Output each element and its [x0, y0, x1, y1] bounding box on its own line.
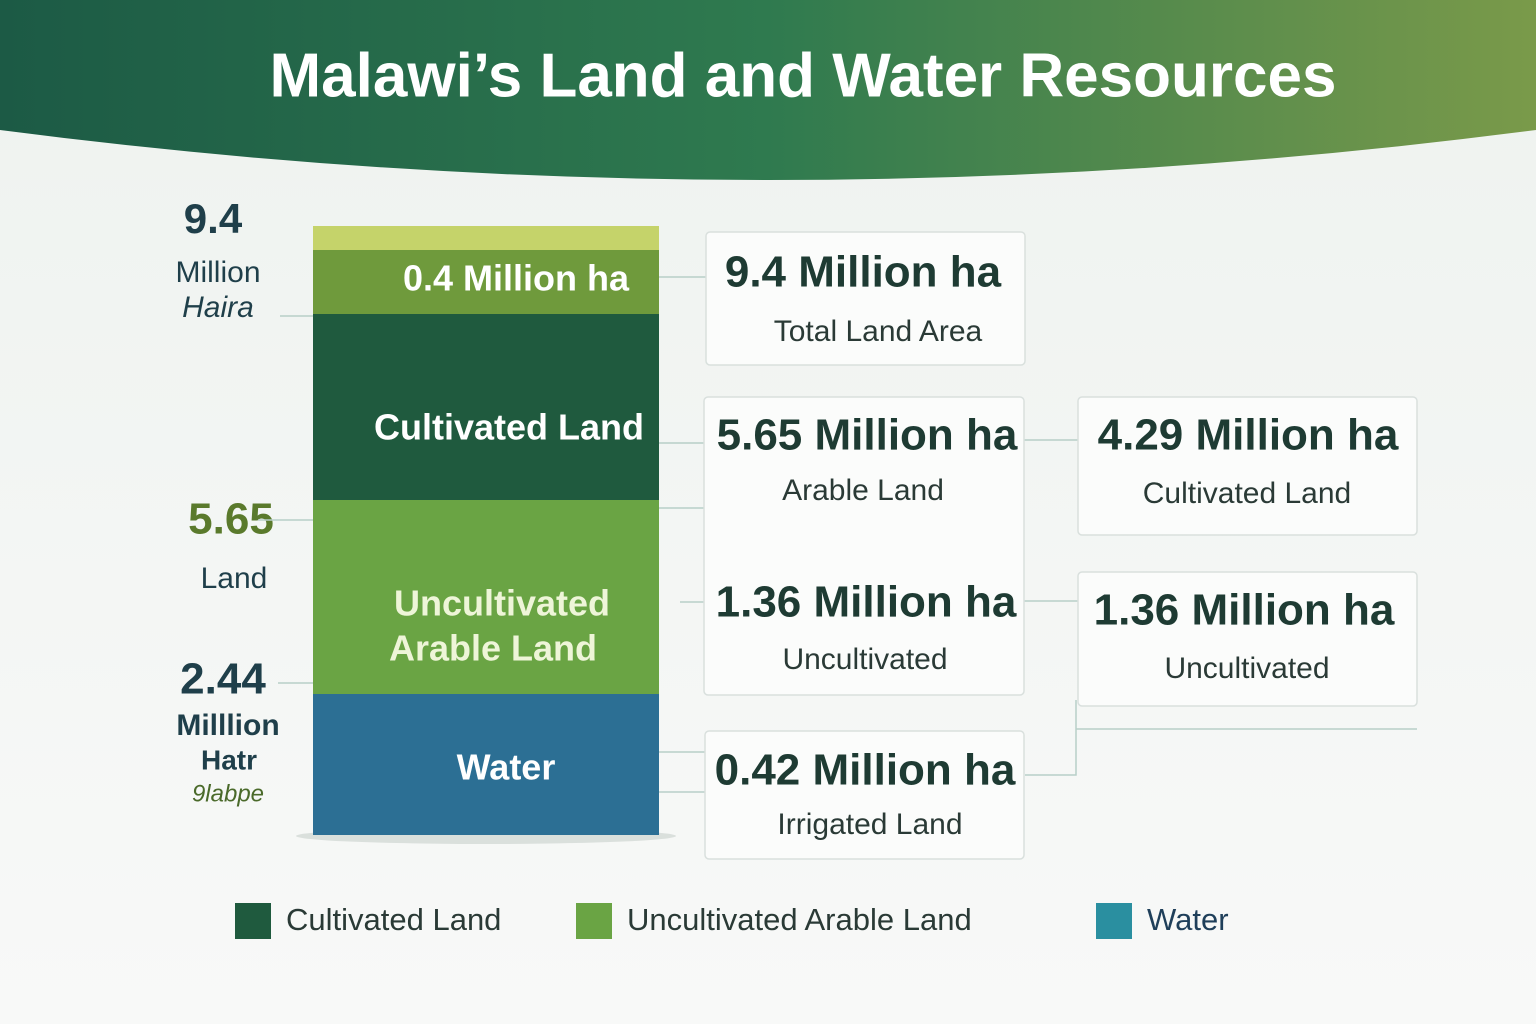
box-value: 1.36 Million ha [1094, 586, 1395, 635]
info-box [1077, 396, 1418, 536]
box-label: Total Land Area [774, 315, 983, 348]
box-value: 9.4 Million ha [725, 248, 1002, 297]
info-box [1077, 571, 1418, 707]
info-box [703, 396, 1025, 696]
legend-label: Cultivated Land [286, 902, 501, 937]
box-label: Cultivated Land [1143, 477, 1351, 510]
segment-label: 0.4 Million ha [403, 258, 630, 299]
segment-label: Cultivated Land [374, 407, 644, 448]
box-label: Arable Land [782, 474, 944, 507]
legend-swatch [1096, 903, 1132, 939]
bar-segment [313, 250, 659, 314]
side-label: 9.4 [184, 195, 243, 242]
side-label: Milllion [176, 709, 279, 742]
header-band [0, 0, 1536, 180]
bar-segment [313, 500, 659, 694]
legend-label: Water [1147, 902, 1229, 937]
segment-label: Water [457, 747, 556, 788]
side-label: Haira [182, 291, 254, 324]
legend-swatch [235, 903, 271, 939]
side-label: Million [175, 256, 260, 289]
box-label: Uncultivated [1164, 652, 1329, 685]
bar-segment [313, 694, 659, 835]
legend-label: Uncultivated Arable Land [627, 902, 972, 937]
side-label: 5.65 [188, 495, 274, 544]
side-label: Land [201, 562, 268, 595]
bar-segment [313, 314, 659, 500]
side-label: Hatr [201, 744, 257, 775]
legend-swatch [576, 903, 612, 939]
info-box [704, 730, 1025, 860]
side-label: 9labpe [192, 780, 264, 807]
box-value: 5.65 Million ha [717, 411, 1018, 460]
segment-label: Uncultivated [394, 583, 610, 624]
box-value: 4.29 Million ha [1098, 411, 1399, 460]
info-box [705, 231, 1026, 366]
box-value: 1.36 Million ha [716, 578, 1017, 627]
connectors [659, 276, 1417, 793]
box-label: Uncultivated [782, 643, 947, 676]
bar-segment [313, 226, 659, 250]
title: Malawi’s Land and Water Resources [270, 41, 1337, 110]
box-label: Irrigated Land [777, 808, 962, 841]
side-label: 2.44 [180, 655, 266, 704]
box-value: 0.42 Million ha [715, 746, 1016, 795]
segment-label: Arable Land [389, 628, 597, 669]
